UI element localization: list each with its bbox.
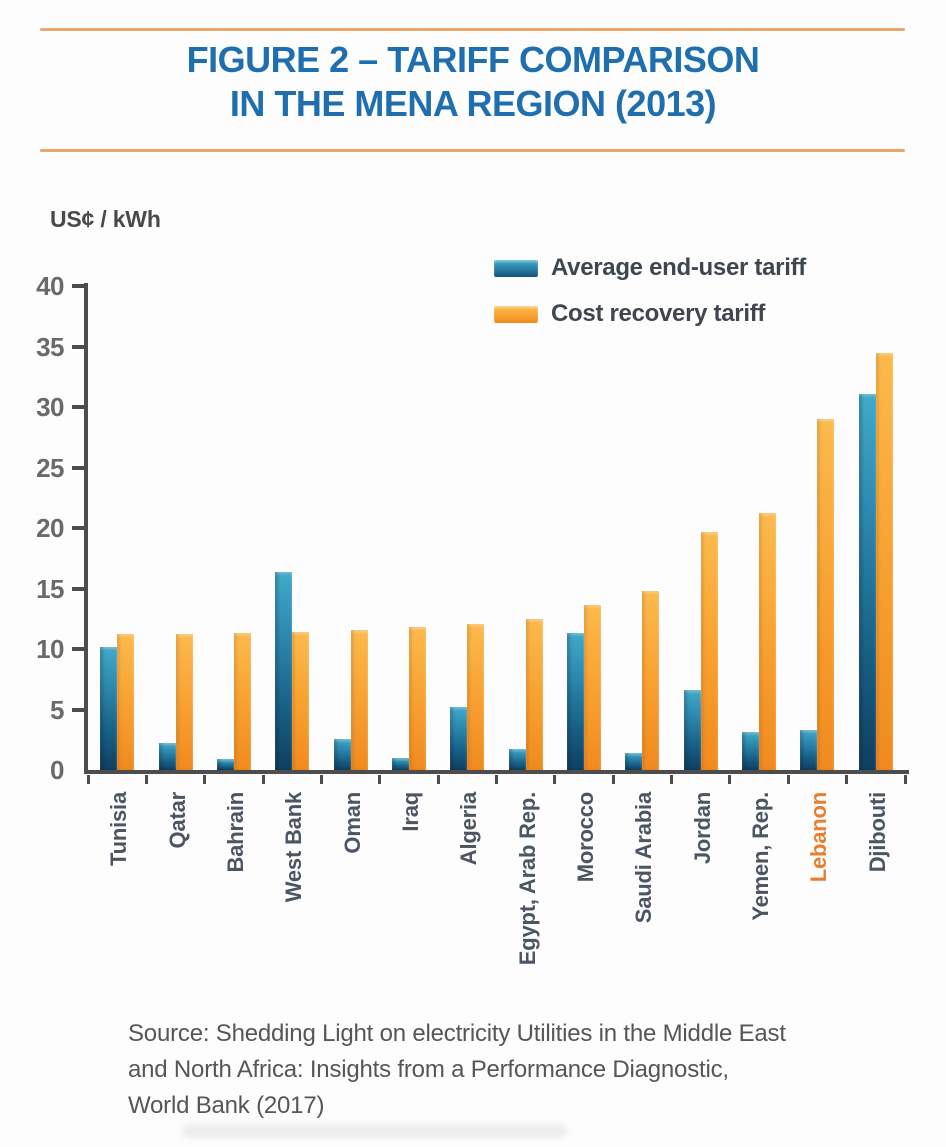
bar-qatar-average-end-user: [159, 743, 176, 770]
x-tick-10: [670, 775, 674, 784]
cropped-bottom-artifact: [182, 1124, 567, 1138]
bar-iraq-average-end-user: [392, 758, 409, 770]
bar-qatar-cost-recovery: [176, 634, 193, 770]
bar-saudi-arabia-average-end-user: [625, 753, 642, 770]
x-tick-11: [728, 775, 732, 784]
y-tick-label-10: 10: [36, 634, 64, 664]
figure-title-line1: FIGURE 2 – TARIFF COMPARISON: [186, 39, 760, 80]
legend-swatch-cost-recovery: [494, 305, 538, 323]
y-axis-line: [84, 283, 88, 774]
x-tick-12: [786, 775, 790, 784]
bar-morocco-cost-recovery: [584, 605, 601, 770]
x-category-label-yemen-rep: Yemen, Rep.: [748, 792, 774, 921]
x-tick-13: [845, 775, 849, 784]
x-tick-8: [553, 775, 557, 784]
x-tick-2: [203, 775, 207, 784]
x-category-label-bahrain: Bahrain: [222, 792, 248, 873]
x-category-label-tunisia: Tunisia: [106, 792, 132, 866]
source-line1: Source: Shedding Light on electricity Ut…: [128, 1020, 786, 1047]
y-tick-label-35: 35: [36, 331, 64, 362]
bar-tunisia-average-end-user: [100, 647, 117, 770]
bar-lebanon-average-end-user: [800, 730, 817, 770]
bar-djibouti-cost-recovery: [876, 353, 893, 770]
y-axis-unit-label: US¢ / kWh: [50, 206, 161, 232]
x-category-label-algeria: Algeria: [456, 792, 482, 866]
x-category-label-iraq: Iraq: [397, 792, 423, 832]
legend-swatch-average-end-user: [494, 259, 538, 277]
y-tick-label-15: 15: [36, 573, 64, 604]
y-tick-25: [72, 465, 84, 470]
bar-west-bank-average-end-user: [275, 572, 292, 770]
legend-item-average-end-user: Average end-user tariff: [494, 254, 806, 282]
bar-saudi-arabia-cost-recovery: [642, 591, 659, 770]
bar-yemen-rep-cost-recovery: [759, 513, 776, 770]
y-tick-label-20: 20: [36, 513, 64, 543]
bar-egypt-arab-rep-cost-recovery: [526, 619, 543, 770]
figure-title: FIGURE 2 – TARIFF COMPARISON IN THE MENA…: [0, 38, 946, 126]
y-tick-5: [72, 707, 84, 712]
x-category-label-lebanon: Lebanon: [806, 792, 832, 883]
y-tick-20: [72, 526, 84, 530]
x-category-label-djibouti: Djibouti: [864, 792, 890, 873]
bar-bahrain-cost-recovery: [234, 633, 251, 770]
plot-area: 0 5 10 15 20 25 30 35 40 Tunisia Qatar Bahrain West …: [36, 271, 909, 965]
top-divider-rule: [40, 28, 905, 31]
bar-algeria-average-end-user: [450, 707, 467, 770]
y-tick-10: [72, 647, 84, 651]
x-category-label-saudi-arabia: Saudi Arabia: [631, 792, 657, 924]
x-tick-5: [378, 775, 382, 784]
bar-oman-cost-recovery: [351, 630, 368, 770]
y-tick-30: [72, 405, 84, 409]
x-category-label-west-bank: West Bank: [281, 792, 307, 903]
chart-legend: Average end-user tariff Cost recovery ta…: [494, 254, 806, 328]
y-tick-15: [72, 586, 84, 591]
bar-tunisia-cost-recovery: [117, 634, 134, 770]
title-bottom-divider-rule: [40, 149, 905, 152]
bar-west-bank-cost-recovery: [292, 632, 309, 770]
x-category-label-jordan: Jordan: [689, 792, 715, 865]
x-tick-1: [144, 775, 148, 784]
x-category-label-egypt-arab-rep: Egypt, Arab Rep.: [514, 792, 540, 966]
legend-label-cost-recovery: Cost recovery tariff: [551, 300, 766, 327]
y-tick-label-0: 0: [50, 755, 64, 785]
x-tick-14: [903, 775, 907, 784]
x-category-label-oman: Oman: [339, 792, 365, 854]
source-line3: World Bank (2017): [128, 1092, 325, 1119]
x-tick-6: [436, 775, 440, 784]
figure-title-line2: IN THE MENA REGION (2013): [229, 82, 717, 124]
legend-label-average-end-user: Average end-user tariff: [551, 254, 806, 281]
bar-jordan-cost-recovery: [701, 532, 718, 770]
bar-lebanon-cost-recovery: [817, 419, 834, 770]
bar-egypt-arab-rep-average-end-user: [509, 749, 526, 770]
y-tick-label-30: 30: [36, 392, 64, 422]
legend-item-cost-recovery: Cost recovery tariff: [494, 300, 806, 328]
bar-iraq-cost-recovery: [409, 627, 426, 770]
x-tick-0: [86, 775, 90, 784]
bar-algeria-cost-recovery: [467, 624, 484, 770]
y-tick-label-5: 5: [50, 694, 64, 725]
bar-djibouti-average-end-user: [859, 394, 876, 770]
x-category-label-morocco: Morocco: [573, 792, 599, 883]
source-note: Source: Shedding Light on electricity Ut…: [128, 1016, 868, 1124]
bar-jordan-average-end-user: [684, 690, 701, 770]
x-tick-7: [495, 775, 498, 784]
bar-bahrain-average-end-user: [217, 759, 234, 770]
bar-oman-average-end-user: [334, 739, 351, 770]
y-tick-label-25: 25: [36, 452, 64, 483]
y-tick-label-40: 40: [36, 271, 64, 301]
x-axis-line: [84, 770, 909, 774]
bar-yemen-rep-average-end-user: [742, 732, 759, 770]
source-line2: and North Africa: Insights from a Perfor…: [128, 1056, 729, 1083]
y-tick-40: [72, 284, 84, 288]
bar-morocco-average-end-user: [567, 633, 584, 770]
x-tick-3: [261, 775, 265, 784]
x-tick-4: [319, 775, 323, 784]
x-category-label-qatar: Qatar: [164, 792, 190, 849]
y-tick-35: [72, 344, 84, 349]
x-tick-9: [611, 775, 615, 784]
